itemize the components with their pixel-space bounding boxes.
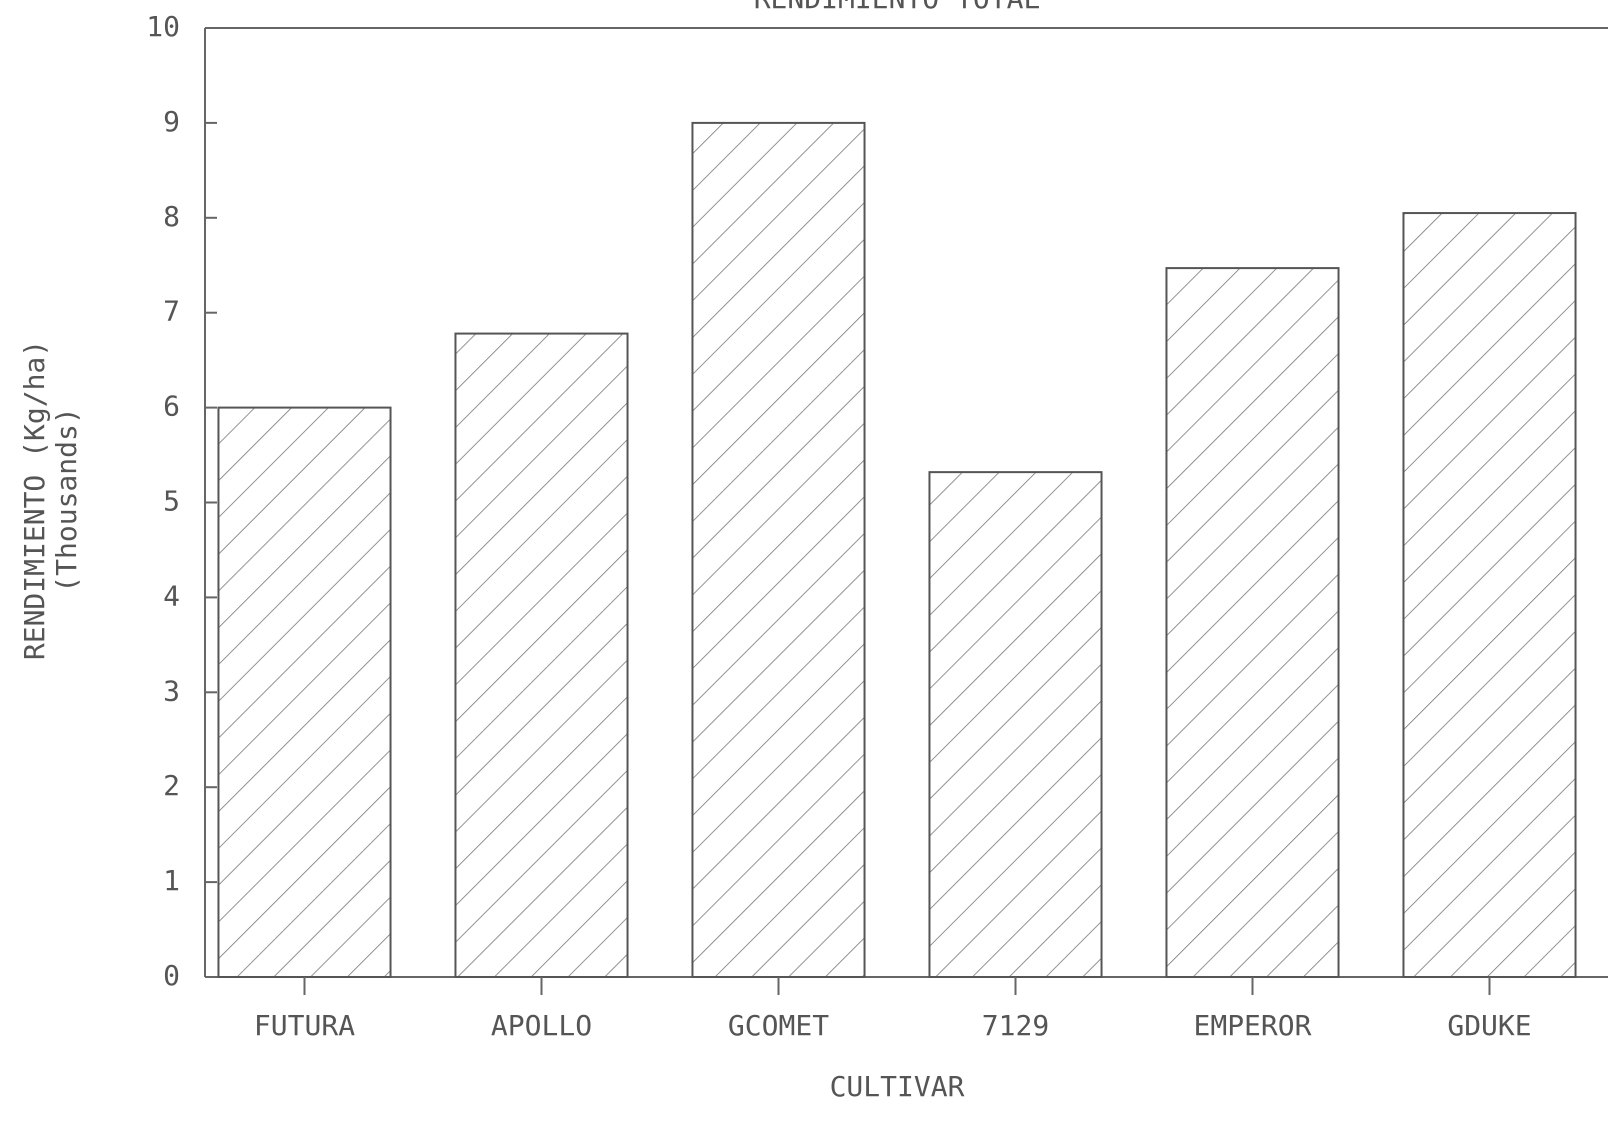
- y-axis-label: (Thousands): [50, 407, 83, 592]
- bar: [691, 121, 866, 978]
- y-tick-label: 10: [146, 10, 180, 43]
- bar: [928, 471, 1103, 978]
- chart-title: RENDIMIENTO TOTAL: [754, 0, 1041, 15]
- y-tick-label: 6: [163, 390, 180, 423]
- x-tick-label: APOLLO: [491, 1009, 592, 1042]
- x-tick-label: 7129: [982, 1009, 1049, 1042]
- y-tick-label: 2: [163, 769, 180, 802]
- y-tick-label: 7: [163, 295, 180, 328]
- x-axis-label: CULTIVAR: [830, 1070, 965, 1103]
- y-tick-label: 4: [163, 579, 180, 612]
- bar: [1402, 212, 1577, 978]
- y-tick-label: 9: [163, 105, 180, 138]
- y-tick-label: 0: [163, 959, 180, 992]
- y-tick-label: 3: [163, 674, 180, 707]
- y-tick-label: 8: [163, 200, 180, 233]
- x-tick-label: FUTURA: [254, 1009, 355, 1042]
- x-tick-label: GDUKE: [1447, 1009, 1531, 1042]
- y-tick-label: 5: [163, 485, 180, 518]
- bar: [217, 406, 392, 979]
- x-tick-label: GCOMET: [728, 1009, 829, 1042]
- y-tick-label: 1: [163, 864, 180, 897]
- x-tick-label: EMPEROR: [1193, 1009, 1311, 1042]
- bar: [454, 332, 629, 978]
- y-axis-label: RENDIMIENTO (Kg/ha): [18, 340, 51, 660]
- bar: [1165, 267, 1340, 978]
